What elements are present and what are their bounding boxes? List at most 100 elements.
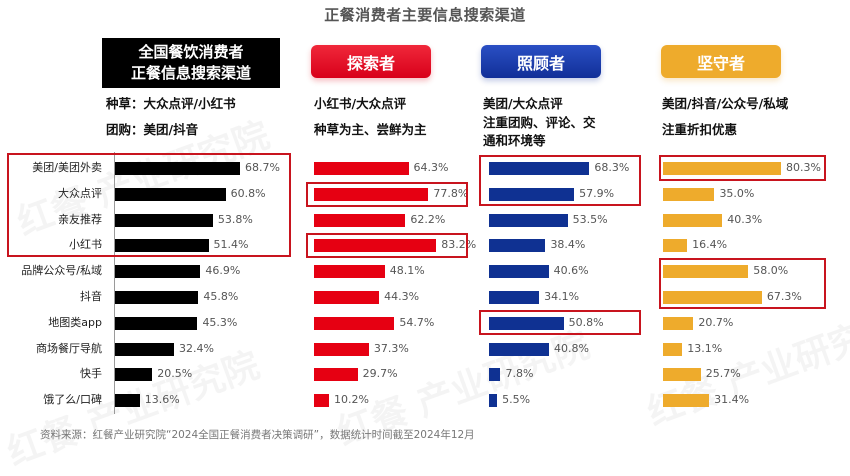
bar-caretaker [489, 162, 590, 175]
value-label-overall: 45.3% [202, 315, 238, 329]
value-label-explorer: 48.1% [389, 264, 425, 278]
value-label-explorer: 62.2% [410, 212, 446, 226]
bar-keeper [663, 316, 694, 330]
bar-caretaker [489, 342, 549, 356]
category-label: 小红书 [69, 238, 102, 252]
bar-caretaker [489, 239, 546, 253]
header-caretaker: 照顾者 [481, 45, 601, 78]
category-label: 抖音 [80, 290, 102, 303]
value-label-keeper: 20.7% [698, 315, 734, 329]
bar-explorer [314, 291, 380, 304]
bar-keeper [663, 342, 683, 356]
header-keeper: 坚守者 [661, 45, 781, 78]
value-label-keeper: 80.3% [786, 161, 821, 174]
value-label-overall: 60.8% [230, 186, 266, 200]
overall-desc-1: 种草：大众点评/小红书 [106, 96, 236, 111]
value-label-caretaker: 7.8% [505, 367, 534, 381]
bar-explorer [314, 342, 369, 356]
explorer-desc-1: 小红书/大众点评 [314, 96, 407, 111]
bar-overall [115, 187, 226, 201]
bar-overall [115, 342, 174, 356]
value-label-caretaker: 68.3% [594, 161, 630, 174]
highlight-box-explorer-dianping [306, 182, 468, 207]
bar-overall [115, 213, 213, 227]
value-label-overall: 53.8% [217, 212, 253, 226]
highlight-box-caretaker-top2 [479, 155, 641, 206]
category-label: 美团/美团外卖 [32, 161, 102, 174]
value-label-caretaker: 40.6% [553, 264, 589, 278]
value-label-caretaker: 53.5% [572, 212, 608, 226]
value-label-overall: 13.6% [144, 393, 180, 407]
value-label-caretaker: 38.4% [550, 238, 586, 252]
header-overall-line1: 全国餐饮消费者 [138, 43, 244, 61]
bar-caretaker [489, 316, 564, 330]
bar-overall [115, 316, 198, 330]
bar-keeper [663, 368, 701, 382]
value-label-caretaker: 57.9% [579, 186, 615, 200]
value-label-explorer: 64.3% [413, 161, 449, 174]
highlight-box-caretaker-map [479, 310, 641, 335]
bar-explorer [314, 213, 406, 227]
caretaker-desc-3: 通和环境等 [483, 133, 546, 148]
keeper-desc-2: 注重折扣优惠 [662, 122, 738, 137]
bar-keeper [663, 213, 723, 227]
value-label-explorer: 10.2% [333, 393, 369, 407]
bar-explorer [314, 394, 329, 408]
bar-overall [115, 291, 199, 304]
value-label-keeper: 16.4% [692, 238, 728, 252]
header-overall-line2: 正餐信息搜索渠道 [130, 64, 251, 82]
bar-overall [115, 368, 153, 382]
overall-desc-2: 团购：美团/抖音 [106, 122, 199, 137]
category-label: 亲友推荐 [58, 212, 102, 226]
value-label-overall: 46.9% [205, 264, 241, 278]
chart-title: 正餐消费者主要信息搜索渠道 [324, 6, 526, 24]
value-label-keeper: 13.1% [687, 341, 723, 355]
keeper-desc-1: 美团/抖音/公众号/私域 [662, 96, 789, 111]
bar-caretaker [489, 394, 498, 408]
highlight-box-keeper-meituan [659, 155, 826, 181]
highlight-box-overall [7, 153, 291, 257]
value-label-overall: 32.4% [178, 341, 214, 355]
bar-overall [115, 239, 209, 253]
value-label-caretaker: 50.8% [568, 315, 604, 329]
caretaker-desc-2: 注重团购、评论、交 [483, 115, 596, 130]
value-label-keeper: 58.0% [753, 264, 789, 278]
value-label-explorer: 37.3% [373, 341, 409, 355]
bar-keeper [663, 291, 762, 304]
bar-explorer [314, 265, 385, 279]
caretaker-desc-1: 美团/大众点评 [483, 96, 563, 111]
value-label-keeper: 25.7% [705, 367, 741, 381]
bar-explorer [314, 239, 437, 253]
bar-explorer [314, 162, 409, 175]
value-label-overall: 45.8% [203, 290, 239, 303]
bar-keeper [663, 265, 749, 279]
bar-explorer [314, 368, 358, 382]
value-label-explorer: 54.7% [399, 315, 435, 329]
value-label-caretaker: 34.1% [544, 290, 580, 303]
y-axis-line [114, 152, 115, 414]
bar-explorer [314, 316, 395, 330]
category-label: 大众点评 [58, 186, 102, 200]
category-label: 品牌公众号/私域 [21, 264, 102, 278]
bar-explorer [314, 187, 429, 201]
category-label: 地图类app [48, 315, 102, 329]
value-label-overall: 68.7% [245, 161, 280, 174]
bar-keeper [663, 187, 715, 201]
bar-overall [115, 394, 140, 408]
bar-overall [115, 162, 241, 175]
bar-keeper [663, 394, 710, 408]
header-overall: 全国餐饮消费者 正餐信息搜索渠道 [102, 38, 280, 88]
bar-caretaker [489, 291, 540, 304]
bar-caretaker [489, 213, 568, 227]
value-label-caretaker: 5.5% [502, 393, 531, 407]
bar-keeper [663, 239, 688, 253]
bar-keeper [663, 162, 782, 175]
bar-caretaker [489, 265, 549, 279]
category-label: 饿了么/口碑 [43, 393, 102, 407]
value-label-explorer: 44.3% [384, 290, 420, 303]
value-label-overall: 20.5% [157, 367, 193, 381]
category-label: 商场餐厅导航 [36, 341, 102, 355]
bar-caretaker [489, 187, 575, 201]
value-label-overall: 51.4% [213, 238, 249, 252]
value-label-caretaker: 40.8% [553, 341, 589, 355]
